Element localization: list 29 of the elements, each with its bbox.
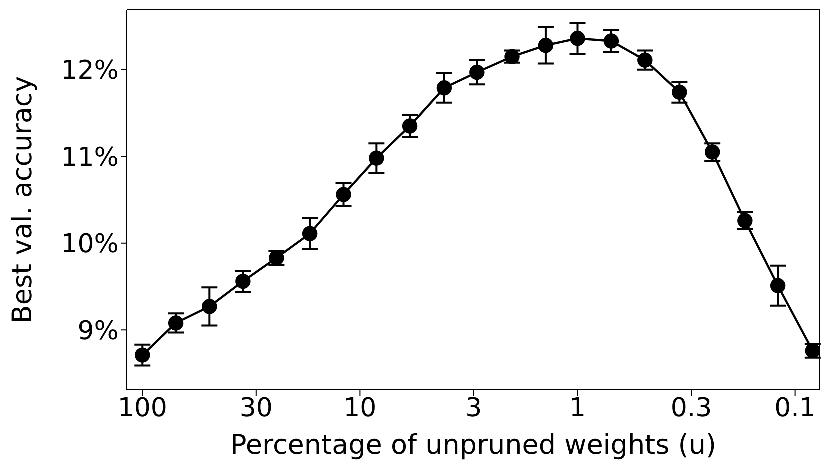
point (470, 64, 485, 80)
point (202, 299, 218, 314)
point (638, 52, 653, 68)
x-tick-label: 0.1 (774, 393, 816, 424)
point (538, 38, 554, 54)
y-axis-title: Best val. accuracy (8, 76, 39, 324)
x-tick-label: 100 (118, 393, 168, 424)
point (604, 34, 620, 49)
x-tick-label: 30 (240, 393, 273, 424)
point (369, 150, 384, 166)
x-tick-label: 10 (344, 393, 377, 424)
point (302, 226, 318, 242)
y-tick-label: 11% (61, 142, 119, 173)
y-tick-label: 9% (78, 316, 119, 346)
point (672, 84, 688, 100)
x-tick-label: 1 (569, 393, 586, 424)
point (168, 316, 184, 331)
point (770, 278, 786, 294)
point (336, 187, 352, 202)
x-tick-label: 0.3 (670, 393, 712, 424)
point (436, 80, 452, 96)
point (570, 31, 586, 46)
point (135, 348, 150, 363)
point (402, 118, 418, 134)
x-axis-title: Percentage of unpruned weights (u) (230, 430, 716, 461)
y-tick-label: 12% (61, 56, 119, 86)
point (236, 274, 251, 290)
x-tick-label: 3 (466, 393, 482, 424)
y-tick-label: 10% (61, 230, 119, 260)
